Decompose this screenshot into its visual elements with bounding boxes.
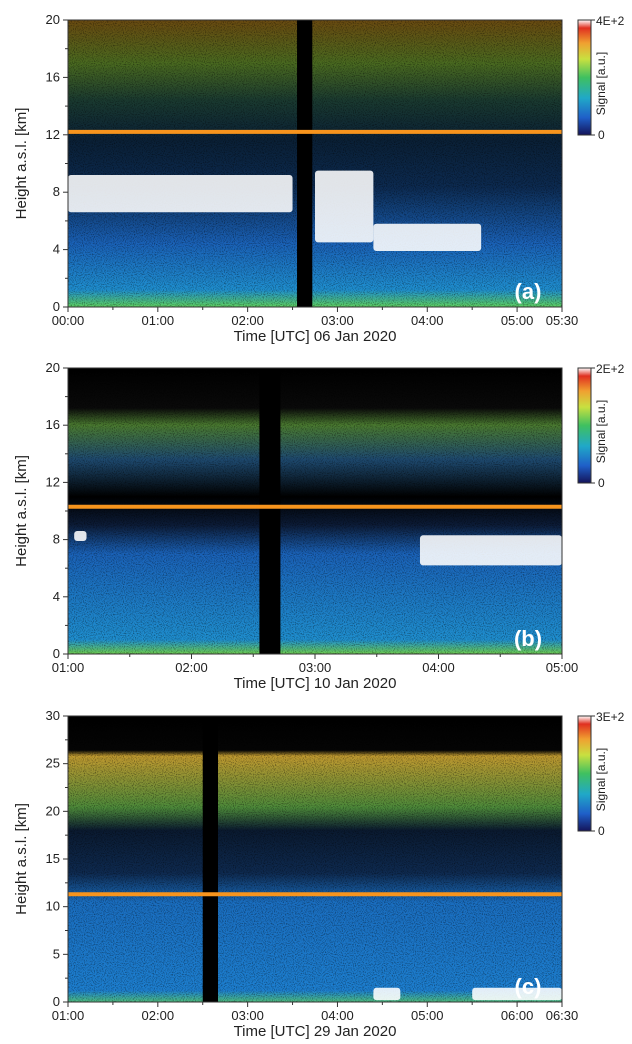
y-tick-label: 20 (46, 803, 60, 818)
cloud-layer-1 (419, 535, 562, 566)
x-tick-label: 01:00 (52, 660, 85, 675)
x-tick-label: 03:00 (299, 660, 332, 675)
cloud-layer-2 (74, 531, 87, 542)
cloud-layer-3 (373, 223, 482, 252)
colorbar-max-label: 3E+2 (596, 710, 625, 724)
x-axis-label: Time [UTC] 06 Jan 2020 (234, 328, 397, 345)
x-tick-label: 05:00 (546, 660, 579, 675)
colorbar (577, 19, 592, 136)
cloud-layer-2 (315, 170, 374, 243)
panel-2: 0 4 8 12 16 20 01:00 02:00 03:00 04:00 05:00 Time [… (13, 360, 625, 692)
x-tick-label: 05:30 (546, 313, 579, 328)
x-tick-label: 05:00 (501, 313, 534, 328)
x-tick-label: 04:00 (411, 313, 444, 328)
colorbar-min-label: 0 (598, 128, 605, 142)
x-tick-label: 02:00 (175, 660, 208, 675)
y-tick-label: 4 (53, 242, 60, 257)
x-tick-label: 01:00 (142, 313, 175, 328)
panel-3: 0 5 10 15 20 25 30 01:00 02:00 03:00 04:00 05:00 06:… (13, 708, 625, 1040)
y-tick-label: 25 (46, 756, 60, 771)
plot-area (68, 716, 562, 1002)
y-tick-label: 20 (46, 12, 60, 27)
x-tick-label: 00:00 (52, 313, 85, 328)
cloud-layer-2 (472, 987, 562, 1001)
y-tick-label: 16 (46, 69, 60, 84)
x-tick-label: 02:00 (142, 1008, 175, 1023)
x-tick-label: 06:30 (546, 1008, 579, 1023)
panel-label: (c) (515, 974, 542, 999)
x-axis-label: Time [UTC] 29 Jan 2020 (234, 1023, 397, 1040)
cloud-layer-1 (373, 987, 401, 1001)
y-tick-label: 10 (46, 899, 60, 914)
y-tick-label: 4 (53, 589, 60, 604)
plot-area (68, 20, 562, 307)
colorbar (577, 367, 592, 484)
x-axis-label: Time [UTC] 10 Jan 2020 (234, 675, 397, 692)
data-gap-1 (202, 716, 218, 1002)
x-tick-label: 05:00 (411, 1008, 444, 1023)
y-tick-label: 15 (46, 851, 60, 866)
noise-overlay (68, 716, 562, 1002)
y-tick-label: 16 (46, 417, 60, 432)
y-tick-label: 0 (53, 994, 60, 1009)
panel-label: (a) (515, 279, 542, 304)
y-tick-label: 0 (53, 299, 60, 314)
cloud-layer-1 (68, 174, 293, 213)
y-tick-label: 20 (46, 360, 60, 375)
y-tick-label: 5 (53, 946, 60, 961)
noise-overlay (68, 20, 562, 307)
panel-1: 0 4 8 12 16 20 00:00 01:00 02:00 03:00 04:00 05:00 0… (13, 12, 625, 345)
data-gap-1 (259, 368, 281, 654)
x-tick-label: 04:00 (321, 1008, 354, 1023)
y-tick-label: 0 (53, 646, 60, 661)
x-tick-label: 04:00 (422, 660, 455, 675)
colorbar-max-label: 2E+2 (596, 362, 625, 376)
x-tick-label: 02:00 (231, 313, 264, 328)
colorbar-min-label: 0 (598, 824, 605, 838)
y-tick-label: 30 (46, 708, 60, 723)
colorbar-label: Signal [a.u.] (594, 748, 608, 811)
y-axis-label: Height a.s.l. [km] (13, 108, 30, 220)
plot-area (68, 368, 562, 654)
y-tick-label: 12 (46, 474, 60, 489)
noise-overlay (68, 368, 562, 654)
colorbar-min-label: 0 (598, 476, 605, 490)
y-tick-label: 8 (53, 184, 60, 199)
colorbar-max-label: 4E+2 (596, 14, 625, 28)
data-gap-1 (297, 20, 313, 307)
x-tick-label: 06:00 (501, 1008, 534, 1023)
x-tick-label: 03:00 (321, 313, 354, 328)
y-tick-label: 8 (53, 532, 60, 547)
y-tick-label: 12 (46, 127, 60, 142)
panel-label: (b) (514, 626, 542, 651)
y-axis-label: Height a.s.l. [km] (13, 803, 30, 915)
colorbar-label: Signal [a.u.] (594, 400, 608, 463)
colorbar-label: Signal [a.u.] (594, 52, 608, 115)
y-axis-label: Height a.s.l. [km] (13, 455, 30, 567)
x-tick-label: 01:00 (52, 1008, 85, 1023)
x-tick-label: 03:00 (231, 1008, 264, 1023)
colorbar (577, 715, 592, 832)
